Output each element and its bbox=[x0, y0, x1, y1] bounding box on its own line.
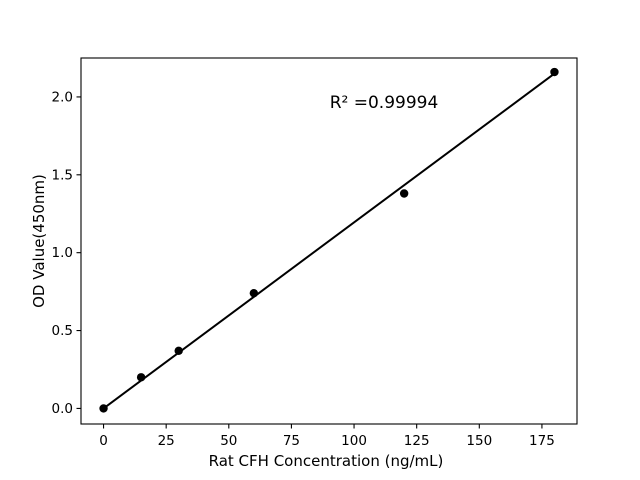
y-tick-label: 0.5 bbox=[52, 323, 73, 339]
x-tick-label: 125 bbox=[404, 433, 430, 449]
data-point bbox=[249, 288, 259, 298]
data-point bbox=[99, 404, 108, 413]
x-axis-ticks: 0 25 50 75 100 125 150 175 bbox=[99, 424, 555, 449]
y-tick-label: 1.0 bbox=[52, 245, 73, 261]
y-tick-label: 2.0 bbox=[52, 89, 73, 105]
data-point bbox=[550, 67, 559, 77]
x-tick-label: 0 bbox=[99, 433, 108, 449]
x-tick-label: 25 bbox=[158, 433, 175, 449]
y-axis-label: OD Value(450nm) bbox=[30, 174, 48, 308]
x-tick-label: 175 bbox=[529, 433, 555, 449]
x-tick-label: 50 bbox=[220, 433, 237, 449]
y-tick-label: 1.5 bbox=[52, 167, 73, 183]
x-tick-label: 150 bbox=[466, 433, 492, 449]
x-tick-label: 100 bbox=[341, 433, 367, 449]
r-squared-annotation: R² =0.99994 bbox=[330, 93, 439, 113]
y-axis-ticks: 0.0 0.5 1.0 1.5 2.0 bbox=[52, 89, 81, 417]
data-point bbox=[136, 373, 146, 382]
data-series bbox=[99, 67, 559, 413]
axes-frame bbox=[80, 57, 578, 425]
y-tick-label: 0.0 bbox=[52, 401, 73, 417]
x-axis-label: Rat CFH Concentration (ng/mL) bbox=[209, 452, 444, 470]
x-tick-label: 75 bbox=[283, 433, 300, 449]
data-point bbox=[399, 189, 409, 198]
data-point bbox=[174, 346, 183, 355]
